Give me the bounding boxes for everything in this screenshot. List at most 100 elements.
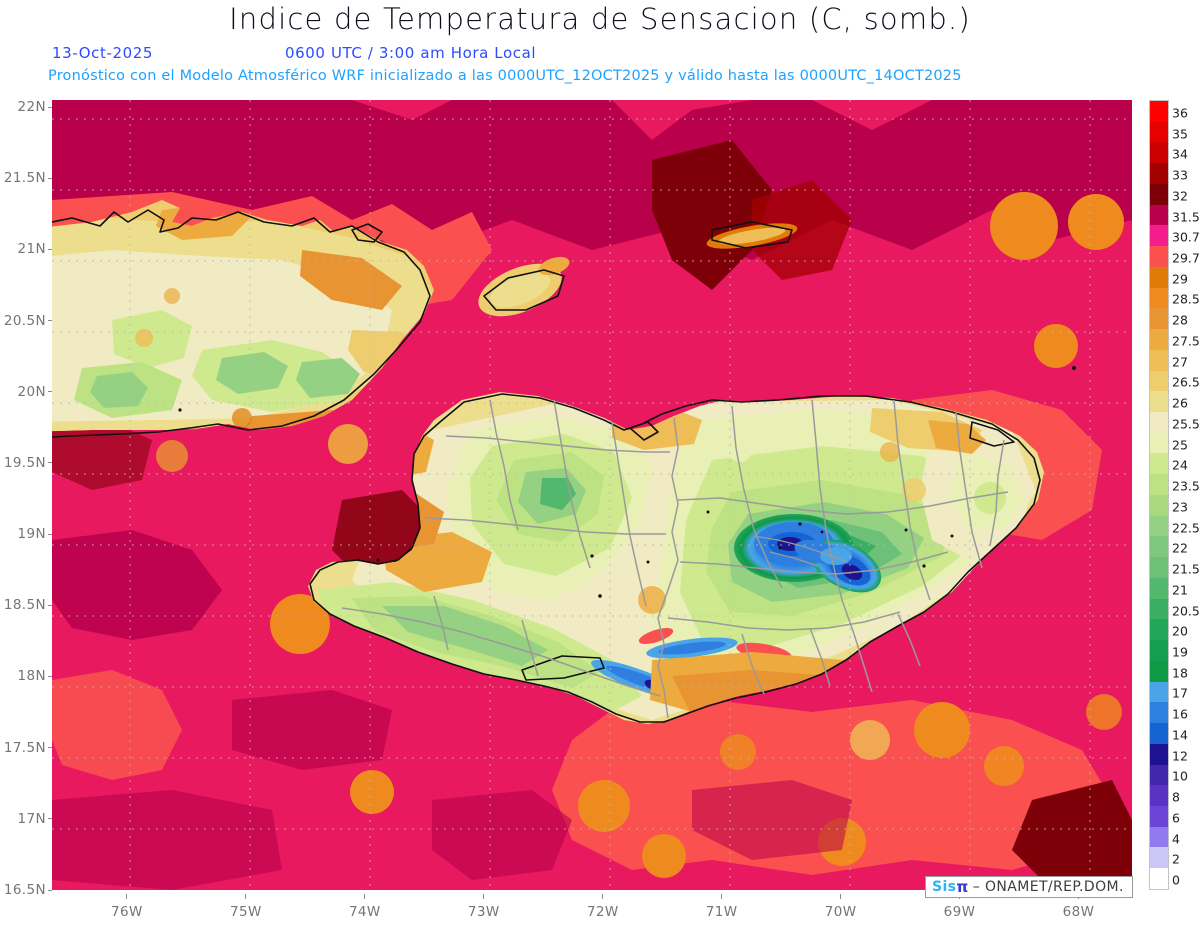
colorbar-segment bbox=[1150, 785, 1168, 806]
colorbar-tick-label: 26 bbox=[1172, 395, 1188, 411]
colorbar-tick-label: 14 bbox=[1172, 727, 1188, 743]
colorbar-segment bbox=[1150, 681, 1168, 703]
y-tick-mark bbox=[48, 320, 52, 322]
colorbar-tick-label: 19 bbox=[1172, 644, 1188, 660]
x-tick-label: 69W bbox=[943, 904, 976, 920]
y-tick-mark bbox=[48, 675, 52, 677]
colorbar-tick-label: 8 bbox=[1172, 789, 1180, 805]
y-tick-mark bbox=[48, 462, 52, 464]
colorbar[interactable] bbox=[1149, 100, 1169, 890]
colorbar-segment bbox=[1150, 204, 1168, 226]
colorbar-segment bbox=[1150, 453, 1168, 475]
colorbar-tick-label: 4 bbox=[1172, 831, 1180, 847]
colorbar-tick-label: 2 bbox=[1172, 851, 1180, 867]
map-point-markers bbox=[178, 366, 1076, 598]
y-tick-mark bbox=[48, 248, 52, 250]
colorbar-tick-label: 0 bbox=[1172, 872, 1180, 888]
colorbar-segment bbox=[1150, 764, 1168, 786]
colorbar-segment bbox=[1150, 432, 1168, 454]
x-tick-label: 70W bbox=[824, 904, 857, 920]
source-org: – ONAMET/REP.DOM. bbox=[973, 879, 1124, 895]
colorbar-tick-label: 25 bbox=[1172, 437, 1188, 453]
x-tick-label: 72W bbox=[586, 904, 619, 920]
y-axis: 22N 21.5N 21N 20.5N 20N 19.5N 19N 18.5N 18N 17.5N… bbox=[0, 99, 1132, 898]
colorbar-tick-label: 31.5 bbox=[1172, 209, 1200, 225]
colorbar-tick-label: 22 bbox=[1172, 540, 1188, 556]
colorbar-tick-label: 23.5 bbox=[1172, 478, 1200, 494]
model-description: Pronóstico con el Modelo Atmosférico WRF… bbox=[48, 68, 962, 84]
colorbar-segment bbox=[1150, 557, 1168, 578]
colorbar-tick-label: 24 bbox=[1172, 457, 1188, 473]
colorbar-segment bbox=[1150, 163, 1168, 184]
colorbar-tick-label: 18 bbox=[1172, 665, 1188, 681]
colorbar-segment bbox=[1150, 349, 1168, 371]
colorbar-segment bbox=[1150, 494, 1168, 516]
x-tick-mark bbox=[245, 894, 247, 899]
colorbar-segment bbox=[1150, 619, 1168, 641]
colorbar-tick-label: 32 bbox=[1172, 188, 1188, 204]
x-tick-label: 76W bbox=[111, 904, 143, 920]
brand-symbol-icon: π bbox=[956, 878, 969, 896]
x-tick-label: 73W bbox=[467, 904, 500, 920]
y-tick-label: 17.5N bbox=[3, 739, 46, 756]
map-plot-area[interactable] bbox=[52, 100, 1132, 890]
colorbar-segment bbox=[1150, 183, 1168, 205]
y-tick-mark bbox=[48, 747, 52, 749]
colorbar-segment bbox=[1150, 723, 1168, 744]
administrative-boundaries bbox=[341, 399, 1009, 719]
colorbar-segment bbox=[1150, 868, 1168, 889]
colorbar-segment bbox=[1150, 370, 1168, 392]
colorbar-tick-label: 22.5 bbox=[1172, 520, 1200, 536]
colorbar-segment bbox=[1150, 847, 1168, 869]
forecast-date: 13-Oct-2025 bbox=[52, 44, 154, 62]
y-tick-label: 20.5N bbox=[3, 312, 46, 329]
x-tick-mark bbox=[602, 894, 604, 899]
y-tick-mark bbox=[48, 604, 52, 606]
colorbar-tick-label: 29.7 bbox=[1172, 250, 1200, 266]
y-tick-mark bbox=[48, 391, 52, 393]
colorbar-segment bbox=[1150, 577, 1168, 599]
source-watermark: Sis π – ONAMET/REP.DOM. bbox=[925, 876, 1133, 898]
coastline-overlay bbox=[52, 209, 1041, 723]
colorbar-segment bbox=[1150, 391, 1168, 413]
y-tick-label: 21.5N bbox=[3, 170, 46, 187]
colorbar-segment bbox=[1150, 266, 1168, 288]
x-tick-label: 75W bbox=[230, 904, 262, 920]
y-tick-mark bbox=[48, 818, 52, 820]
weather-map-svg bbox=[52, 100, 1132, 890]
forecast-time: 0600 UTC / 3:00 am Hora Local bbox=[285, 44, 537, 62]
colorbar-tick-label: 35 bbox=[1172, 126, 1188, 142]
y-tick-label: 19N bbox=[17, 526, 46, 543]
colorbar-segment bbox=[1150, 474, 1168, 495]
colorbar-tick-label: 33 bbox=[1172, 167, 1188, 183]
colorbar-segment bbox=[1150, 246, 1168, 267]
colorbar-tick-label: 28.5 bbox=[1172, 291, 1200, 307]
colorbar-tick-label: 20 bbox=[1172, 623, 1188, 639]
colorbar-segment bbox=[1150, 598, 1168, 620]
colorbar-tick-label: 17 bbox=[1172, 685, 1188, 701]
x-tick-label: 74W bbox=[348, 904, 381, 920]
colorbar-segment bbox=[1150, 412, 1168, 433]
y-tick-label: 22N bbox=[17, 99, 46, 116]
y-tick-label: 21N bbox=[17, 241, 46, 258]
x-tick-mark bbox=[483, 894, 485, 899]
header-subline-datetime: 13-Oct-2025 0600 UTC / 3:00 am Hora Loca… bbox=[0, 44, 1200, 64]
colorbar-tick-label: 21.5 bbox=[1172, 561, 1200, 577]
colorbar-tick-label: 30.7 bbox=[1172, 229, 1200, 245]
y-tick-label: 17N bbox=[17, 810, 46, 827]
y-tick-mark bbox=[48, 533, 52, 535]
brand-prefix: Sis bbox=[932, 879, 957, 895]
colorbar-segment bbox=[1150, 329, 1168, 350]
colorbar-tick-label: 21 bbox=[1172, 582, 1188, 598]
colorbar-tick-label: 28 bbox=[1172, 312, 1188, 328]
colorbar-tick-label: 27 bbox=[1172, 354, 1188, 370]
colorbar-segment bbox=[1150, 640, 1168, 661]
colorbar-tick-label: 20.5 bbox=[1172, 603, 1200, 619]
x-tick-mark bbox=[364, 894, 366, 899]
x-axis: 76W 75W 74W 73W 72W 71W 70W 69W 68W bbox=[52, 894, 1132, 924]
x-tick-mark bbox=[840, 894, 842, 899]
colorbar-segment bbox=[1150, 121, 1168, 143]
colorbar-tick-label: 36 bbox=[1172, 105, 1188, 121]
colorbar-tick-label: 16 bbox=[1172, 706, 1188, 722]
colorbar-tick-label: 10 bbox=[1172, 768, 1188, 784]
